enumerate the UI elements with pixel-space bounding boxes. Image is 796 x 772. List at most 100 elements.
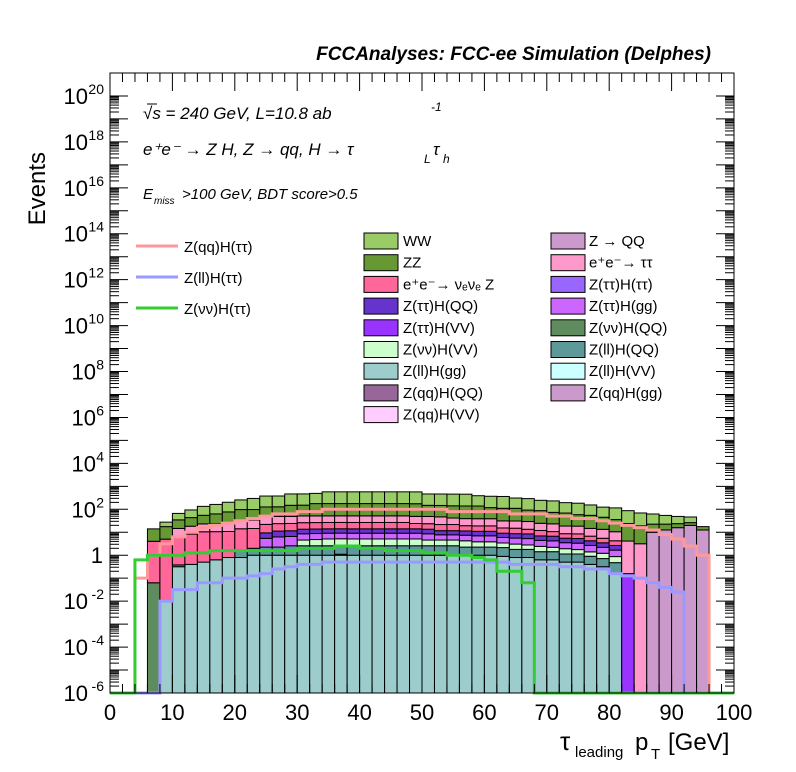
y-tick-label-base: 10	[64, 130, 88, 155]
stack-bin	[658, 529, 673, 694]
stack-bin	[371, 521, 386, 530]
stack-bin	[446, 530, 460, 536]
stack-bin	[496, 495, 510, 509]
stack-bin	[471, 535, 485, 543]
legend-stack-label: Z(νν)H(VV)	[403, 342, 478, 359]
stack-bin	[521, 528, 535, 535]
stack-bin	[446, 517, 460, 526]
stack-z-ll-h-gg-	[159, 554, 623, 694]
stack-bin	[571, 533, 585, 540]
legend-stack-label: Z(ll)H(QQ)	[589, 342, 659, 359]
legend-stack-entry: Z → QQ	[550, 232, 645, 250]
stack-bin	[159, 526, 173, 540]
stack-bin	[309, 539, 323, 547]
y-tick-label-base: 10	[72, 497, 96, 522]
stack-bin	[483, 518, 498, 527]
stack-bin	[533, 529, 548, 537]
stack-bin	[558, 553, 573, 563]
stack-bin	[234, 509, 248, 521]
y-tick-label-base: 10	[64, 222, 88, 247]
stack-bin	[546, 500, 560, 513]
stack-bin	[409, 538, 423, 547]
y-tick-label: 210	[72, 494, 105, 522]
legend-stack-label: Z(qq)H(gg)	[589, 385, 662, 402]
stack-bin	[221, 501, 236, 513]
stack-bin	[546, 551, 560, 561]
stack-bin	[596, 566, 610, 694]
stack-bin	[209, 531, 223, 561]
stack-bin	[558, 502, 573, 514]
stack-bin	[596, 552, 610, 560]
legend-stack-entry: Z(ττ)H(gg)	[550, 297, 658, 315]
stack-bin	[571, 542, 585, 551]
stack-bin	[458, 534, 473, 542]
stack-bin	[146, 528, 161, 542]
x-tick-label: 20	[223, 700, 247, 725]
stack-bin	[583, 535, 598, 542]
stack-bin	[483, 507, 498, 520]
stack-bin	[259, 495, 273, 508]
stack-bin	[646, 531, 660, 694]
annotation-process-tau2: τ	[433, 140, 441, 159]
legend-stack-entry: e⁺e⁻→ νₑνₑ Z	[363, 275, 494, 293]
legend-stack-entry: Z(ττ)H(ττ)	[550, 275, 653, 293]
stack-bin	[371, 532, 386, 540]
stack-bin	[508, 533, 523, 539]
stack-bin	[321, 491, 336, 505]
y-tick-label: -410	[64, 632, 105, 660]
stack-bin	[296, 522, 311, 530]
stack-bin	[483, 495, 498, 509]
stack-bin	[508, 527, 523, 535]
stack-bin	[608, 507, 623, 521]
x-tick-label: 100	[716, 700, 753, 725]
legend-swatch	[363, 341, 399, 358]
y-tick-label-base: 10	[72, 360, 96, 385]
stack-bin	[184, 517, 198, 527]
y-tick-label-exponent: 14	[88, 219, 104, 235]
stack-bin	[496, 527, 510, 534]
stack-bin	[159, 521, 173, 528]
stack-bin	[696, 526, 710, 531]
legend-stack-label: Z(νν)H(QQ)	[589, 320, 667, 337]
stack-bin	[471, 525, 485, 532]
stack-bin	[533, 522, 548, 531]
stack-bin	[346, 515, 361, 523]
stack-bin	[508, 557, 523, 694]
x-label-sub-leading: leading	[575, 744, 623, 761]
stack-bin	[296, 533, 311, 541]
y-tick-label-exponent: 10	[88, 311, 104, 327]
stack-bin	[271, 515, 286, 525]
stack-bin	[433, 504, 448, 518]
stack-bin	[533, 539, 548, 547]
stack-bin	[396, 491, 411, 505]
y-tick-label: -210	[64, 586, 105, 614]
stack-bin	[196, 505, 211, 516]
y-tick-label-exponent: 8	[96, 357, 104, 373]
y-tick-label: -610	[64, 678, 105, 706]
stack-bin	[483, 525, 498, 532]
x-tick-label: 60	[472, 700, 496, 725]
stack-bin	[171, 527, 186, 537]
stack-bin	[508, 497, 523, 509]
stack-bin	[259, 532, 273, 539]
annotation-block: √s = 240 GeV, L=10.8 ab -1 e⁺e⁻ → Z H, Z…	[143, 100, 450, 207]
stack-bin	[384, 515, 398, 523]
stack-bin	[621, 540, 635, 575]
stack-bin	[296, 554, 311, 694]
stack-bin	[359, 538, 373, 547]
stack-bin	[346, 554, 361, 694]
stack-bin	[371, 491, 386, 505]
legend-stack-label: Z(ττ)H(gg)	[589, 298, 658, 315]
stack-bin	[371, 554, 386, 694]
signal-line-z-qq-h-	[110, 507, 734, 695]
stack-bin	[371, 515, 386, 523]
stack-bin	[596, 542, 610, 548]
stack-bin	[284, 554, 298, 694]
stack-bin	[433, 534, 448, 541]
stack-bin	[171, 512, 186, 521]
stack-bin	[546, 511, 560, 525]
stack-bin	[546, 540, 560, 548]
annotation-cut-E: E	[143, 186, 154, 203]
stack-bin	[508, 548, 523, 559]
